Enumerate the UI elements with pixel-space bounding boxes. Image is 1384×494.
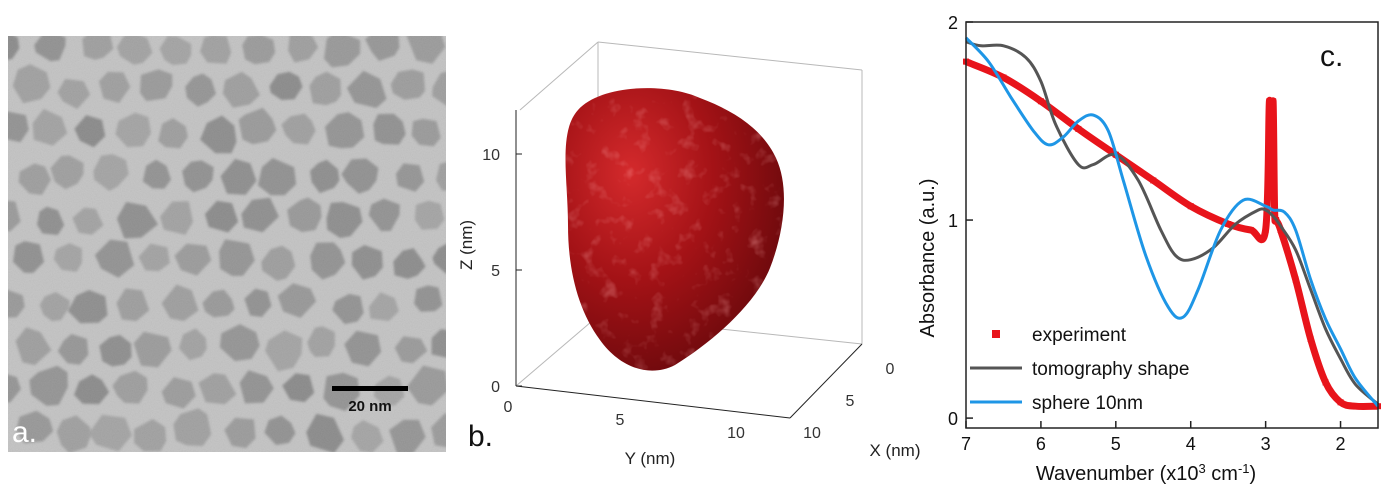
data-point [1187, 203, 1194, 210]
y-tick-label: 2 [948, 13, 958, 33]
data-point [1037, 98, 1044, 105]
scale-bar-label: 20 nm [348, 398, 392, 415]
axes-lines [515, 110, 863, 419]
data-point [1337, 399, 1344, 406]
z-axis-label: Z (nm) [457, 220, 476, 270]
y-tick-label: 1 [948, 211, 958, 231]
legend-label: sphere 10nm [1032, 393, 1143, 414]
panel-letter-a: a. [12, 416, 38, 449]
tem-micrograph-image [8, 36, 446, 452]
y-tick-label: 0 [948, 409, 958, 429]
x-axis-title: Wavenumber (x103 cm-1) [1036, 461, 1256, 486]
tem-micrograph-panel: 20 nm a. [8, 36, 446, 452]
nanoparticle-surface [565, 88, 784, 371]
series-tomography-shape-line [965, 40, 1379, 406]
data-point [1268, 167, 1275, 174]
data-point [1247, 226, 1254, 233]
data-point [1075, 125, 1082, 132]
scale-bar [332, 386, 408, 391]
legend-marker [992, 330, 1000, 338]
x-tick-label: 0 [886, 361, 895, 378]
x-axis-ticks: 0 5 10 [803, 361, 894, 442]
x-tick-label: 4 [1186, 434, 1196, 454]
chart-legend: experiment tomography shape sphere 10nm [970, 325, 1189, 414]
x-tick-label: 7 [961, 434, 971, 454]
tomography-3d-plot: 0 5 10 0 5 10 0 5 10 Z (nm) Y (nm) X (nm) b. [457, 41, 921, 468]
absorbance-chart: 7 6 5 4 3 2 0 1 2 c. Absorbance (a.u.) Wavenumbe… [917, 13, 1381, 486]
x-tick-label: 6 [1036, 434, 1046, 454]
y-axis-title: Absorbance (a.u.) [917, 179, 939, 338]
data-point [1225, 221, 1232, 228]
data-point [1270, 98, 1277, 105]
panel-letter-c: c. [1320, 40, 1343, 73]
legend-label: tomography shape [1032, 359, 1189, 380]
data-point [1262, 226, 1269, 233]
data-point [1266, 98, 1273, 105]
data-point [1322, 379, 1329, 386]
x-tick-label: 5 [1111, 434, 1121, 454]
y-tick-label: 0 [504, 399, 513, 416]
x-tick-label: 2 [1336, 434, 1346, 454]
z-tick-label: 5 [491, 263, 500, 280]
x-axis-label: X (nm) [870, 441, 921, 460]
tomography-3d-panel: 0 5 10 0 5 10 0 5 10 Z (nm) Y (nm) X (nm) b. [450, 0, 940, 489]
series-experiment-band [964, 58, 1379, 411]
y-tick-label: 10 [727, 425, 745, 442]
data-point [1000, 74, 1007, 81]
x-tick-label: 5 [846, 393, 855, 410]
series-sphere-10nm-line [964, 36, 1380, 408]
x-tick-label: 3 [1261, 434, 1271, 454]
plot-frame [965, 21, 1379, 429]
panel-letter-b: b. [468, 420, 493, 453]
y-axis-ticks: 0 5 10 [504, 399, 745, 442]
data-point [1352, 403, 1359, 410]
z-tick-label: 0 [491, 379, 500, 396]
data-point [1277, 226, 1284, 233]
z-axis-ticks: 0 5 10 [482, 147, 522, 396]
absorbance-chart-panel: 7 6 5 4 3 2 0 1 2 c. Absorbance (a.u.) Wavenumbe… [900, 0, 1384, 489]
data-point [1150, 177, 1157, 184]
y-tick-label: 5 [616, 412, 625, 429]
legend-label: experiment [1032, 325, 1127, 346]
x-tick-label: 10 [803, 425, 821, 442]
data-point [1307, 335, 1314, 342]
data-point [1292, 276, 1299, 283]
z-tick-label: 10 [482, 147, 500, 164]
y-axis-label: Y (nm) [625, 449, 676, 468]
